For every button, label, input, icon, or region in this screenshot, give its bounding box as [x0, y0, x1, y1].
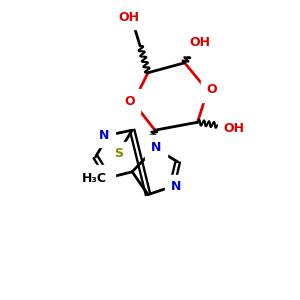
Text: N: N: [151, 140, 161, 154]
Text: OH: OH: [119, 11, 140, 24]
Text: N: N: [99, 129, 110, 142]
Text: N: N: [99, 170, 110, 183]
Text: O: O: [206, 83, 217, 96]
Text: OH: OH: [189, 37, 210, 50]
Text: H₃C: H₃C: [82, 172, 107, 185]
Text: N: N: [171, 180, 181, 193]
Text: OH: OH: [224, 122, 245, 135]
Text: O: O: [124, 95, 134, 108]
Text: S: S: [114, 148, 123, 160]
